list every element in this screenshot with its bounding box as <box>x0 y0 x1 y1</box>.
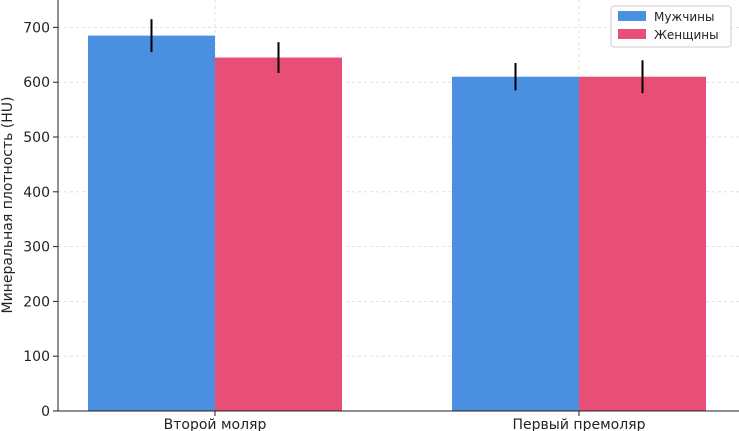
x-tick-label: Первый премоляр <box>513 417 646 431</box>
legend: Мужчины Женщины <box>610 5 732 48</box>
y-tick-label: 0 <box>41 404 50 420</box>
legend-label-men: Мужчины <box>654 10 714 24</box>
bar-women-0 <box>215 57 342 411</box>
y-tick-label: 700 <box>23 20 50 36</box>
y-tick-label: 600 <box>23 75 50 91</box>
y-tick-label: 200 <box>23 294 50 310</box>
y-tick-label: 400 <box>23 185 50 201</box>
y-tick-label: 300 <box>23 240 50 256</box>
bar-men-1 <box>452 76 579 411</box>
legend-label-women: Женщины <box>654 28 719 42</box>
legend-swatch-women <box>618 29 646 39</box>
y-ticks: 0 100 200 300 400 500 600 700 <box>23 20 58 420</box>
y-tick-label: 100 <box>23 349 50 365</box>
x-tick-label: Второй моляр <box>164 417 267 431</box>
bar-women-1 <box>579 76 706 411</box>
axes <box>57 0 739 412</box>
bar-men-0 <box>88 35 215 412</box>
y-axis-title: Минеральная плотность (HU) <box>0 96 16 313</box>
bars <box>88 35 706 412</box>
legend-swatch-men <box>618 11 646 21</box>
error-bars <box>150 19 644 94</box>
y-tick-label: 500 <box>23 130 50 146</box>
x-ticks: Второй моляр Первый премоляр <box>164 411 646 431</box>
